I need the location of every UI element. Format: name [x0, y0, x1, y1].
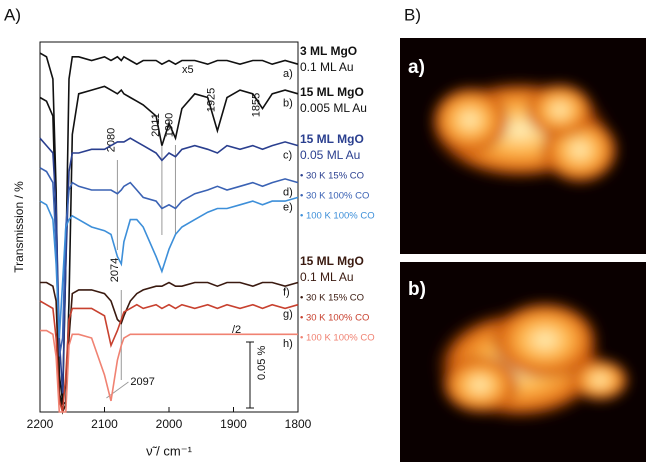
spectrum — [39, 167, 299, 357]
group-title: 15 ML MgO — [300, 85, 364, 99]
x-tick-label: 2200 — [27, 417, 54, 431]
condition: • 100 K 100% CO — [300, 333, 375, 344]
x-tick-label: 2000 — [156, 417, 183, 431]
series-label: d) — [283, 187, 293, 199]
peak-label: 2097 — [130, 376, 154, 388]
series-label: h) — [283, 338, 293, 350]
y-axis-label: Transmission / % — [12, 181, 26, 273]
stm-image-b: b) — [400, 262, 646, 462]
x-tick-label: 1900 — [220, 417, 247, 431]
group-title: 15 ML MgO — [300, 132, 364, 146]
condition: • 30 K 100% CO — [300, 191, 369, 202]
series-label: f) — [283, 286, 290, 298]
annotation: x5 — [182, 64, 194, 76]
panel-label: B) — [404, 5, 421, 24]
spectrum — [39, 300, 299, 413]
x-tick-label: 2100 — [91, 417, 118, 431]
peak-label: 2074 — [109, 258, 121, 282]
series-label: a) — [283, 68, 293, 80]
group-title: 15 ML MgO — [300, 254, 364, 268]
spectrum — [40, 329, 298, 413]
image-label: b) — [408, 279, 426, 300]
peak-label: 1855 — [250, 93, 262, 117]
spectrum — [40, 281, 299, 415]
annotation: 0.05 % — [256, 346, 268, 380]
spectrum — [39, 137, 299, 394]
annotation: /2 — [232, 324, 241, 336]
peak-label: 1925 — [205, 88, 217, 112]
spectrum — [39, 196, 299, 339]
group-title: 3 ML MgO — [300, 44, 357, 58]
series-label: b) — [283, 98, 293, 110]
series-label: g) — [283, 309, 293, 321]
condition: • 100 K 100% CO — [300, 211, 375, 222]
panel-label: A) — [4, 5, 21, 24]
x-axis-label: ν̃ / cm⁻¹ — [146, 443, 193, 458]
condition: • 30 K 15% CO — [300, 293, 364, 304]
stm-image-a: a) — [400, 38, 646, 254]
series-label: e) — [283, 201, 293, 213]
group-coverage: 0.005 ML Au — [300, 101, 367, 115]
group-coverage: 0.1 ML Au — [300, 270, 354, 284]
peak-label: 2080 — [105, 128, 117, 152]
image-label: a) — [408, 57, 425, 78]
x-tick-label: 1800 — [285, 417, 312, 431]
condition: • 30 K 15% CO — [300, 171, 364, 182]
group-coverage: 0.1 ML Au — [300, 60, 354, 74]
group-coverage: 0.05 ML Au — [300, 148, 360, 162]
series-label: c) — [283, 150, 292, 162]
condition: • 30 K 100% CO — [300, 313, 369, 324]
